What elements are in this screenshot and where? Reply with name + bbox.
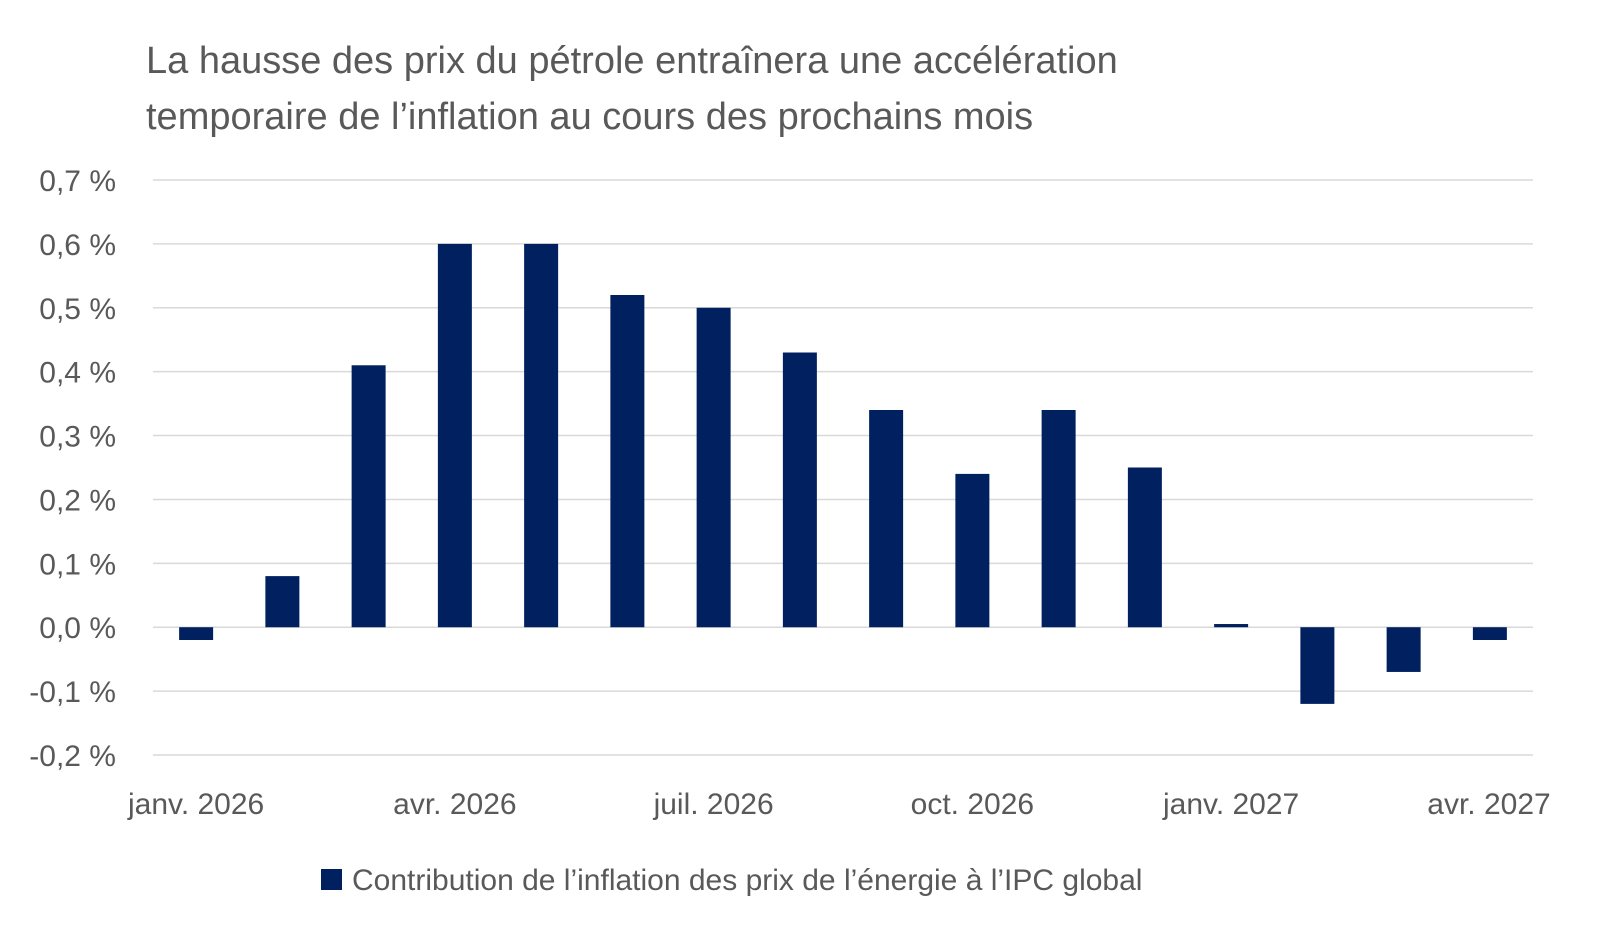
bar-sept-2026 <box>869 410 904 628</box>
y-tick-label: 0,0 % <box>39 612 116 645</box>
bar-mars-2026 <box>351 365 386 628</box>
bar-avr-2027 <box>1472 627 1507 640</box>
y-tick-label: -0,1 % <box>29 676 116 709</box>
bar-ao-t-2026 <box>782 352 817 628</box>
bar-f-vr-2027 <box>1300 627 1335 704</box>
y-tick-label: 0,3 % <box>39 421 116 454</box>
y-tick-label: 0,7 % <box>39 165 116 198</box>
y-tick-label: 0,6 % <box>39 229 116 262</box>
bar-f-vr-2026 <box>265 576 300 628</box>
bar-d-c-2026 <box>1127 467 1162 628</box>
bar-avr-2026 <box>437 243 472 628</box>
bar-juil-2026 <box>696 307 731 628</box>
bar-oct-2026 <box>955 473 990 628</box>
x-tick-label: janv. 2027 <box>1162 788 1299 821</box>
chart-title-line-1: La hausse des prix du pétrole entraînera… <box>146 40 1118 82</box>
y-tick-label: 0,1 % <box>39 548 116 581</box>
x-tick-label: juil. 2026 <box>653 788 774 821</box>
x-tick-label: avr. 2026 <box>393 788 516 821</box>
x-tick-label: oct. 2026 <box>911 788 1034 821</box>
legend-label: Contribution de l’inflation des prix de … <box>352 864 1142 897</box>
bar-nov-2026 <box>1041 410 1076 628</box>
y-tick-label: 0,4 % <box>39 357 116 390</box>
bar-janv-2027 <box>1214 624 1249 628</box>
legend: Contribution de l’inflation des prix de … <box>321 864 1142 897</box>
x-tick-label: avr. 2027 <box>1427 788 1550 821</box>
legend-swatch <box>321 869 342 890</box>
x-tick-label: janv. 2026 <box>127 788 264 821</box>
y-tick-label: 0,5 % <box>39 293 116 326</box>
bar-janv-2026 <box>179 627 214 640</box>
bar-mars-2027 <box>1386 627 1421 672</box>
chart-title-line-2: temporaire de l’inflation au cours des p… <box>146 96 1033 138</box>
bar-mai-2026 <box>524 243 559 628</box>
bar-juin-2026 <box>610 295 645 628</box>
y-tick-label: 0,2 % <box>39 484 116 517</box>
y-tick-label: -0,2 % <box>29 740 116 773</box>
